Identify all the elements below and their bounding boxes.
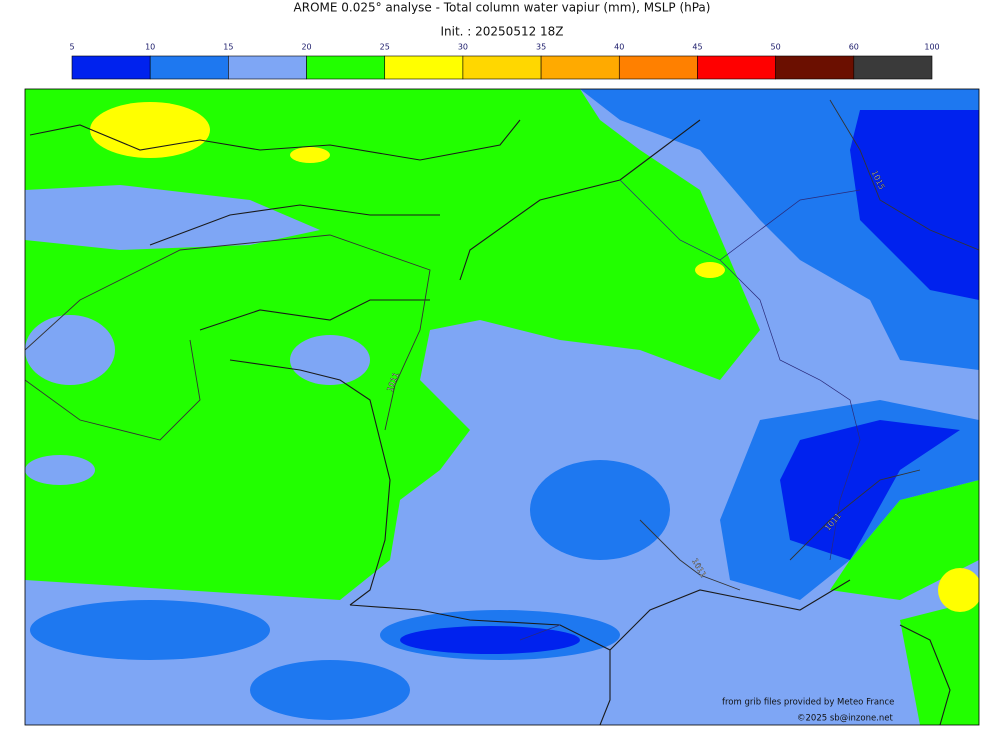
colorbar-segment xyxy=(618,55,698,80)
colorbar-label: 45 xyxy=(692,43,702,52)
field-channel xyxy=(25,185,320,250)
field-darkblue xyxy=(850,110,979,300)
credit: from grib files provided by Meteo France xyxy=(722,698,894,708)
colorbar-label: 10 xyxy=(145,43,155,52)
colorbar-label: 5 xyxy=(69,43,74,52)
field-blue xyxy=(30,600,270,660)
colorbar-segment xyxy=(462,55,542,80)
colorbar-label: 25 xyxy=(380,43,390,52)
field-yellow xyxy=(938,568,979,612)
field-blue xyxy=(250,660,410,720)
field-patch xyxy=(25,315,115,385)
colorbar-label: 35 xyxy=(536,43,546,52)
title: AROME 0.025° analyse - Total column wate… xyxy=(294,1,711,15)
isobar xyxy=(25,234,431,441)
colorbar-segment xyxy=(71,55,151,80)
colorbar-segment xyxy=(853,55,933,80)
field-yellow xyxy=(695,262,725,278)
field-darkblue xyxy=(400,626,580,654)
colorbar-segment xyxy=(697,55,776,80)
map-frame xyxy=(24,88,980,726)
colorbar: 5 10 15 20 25 30 35 40 45 50 60 100 xyxy=(69,43,940,80)
colorbar-segment xyxy=(149,55,229,80)
colorbar-label: 40 xyxy=(614,43,624,52)
colorbar-label: 100 xyxy=(924,43,939,52)
colorbar-label: 30 xyxy=(458,43,468,52)
colorbar-label: 60 xyxy=(849,43,859,52)
colorbar-segment xyxy=(384,55,464,80)
borders xyxy=(519,179,861,641)
map: 1015 1011 1011 1011 from grib files prov… xyxy=(25,89,979,725)
colorbar-label: 50 xyxy=(771,43,781,52)
colorbar-segment xyxy=(228,55,307,80)
field-yellow xyxy=(90,102,210,158)
colorbar-segment xyxy=(540,55,620,80)
isobar xyxy=(829,99,979,251)
colorbar-segment xyxy=(775,55,855,80)
isobar xyxy=(639,469,921,591)
credit: ©2025 sb@inzone.net xyxy=(797,714,894,724)
field-patch xyxy=(25,455,95,485)
field-yellow xyxy=(290,147,330,163)
colorbar-label: 15 xyxy=(223,43,233,52)
field-blue xyxy=(530,460,670,560)
field-green xyxy=(830,480,979,600)
init-time: Init. : 20250512 18Z xyxy=(440,25,563,39)
colorbar-label: 20 xyxy=(301,43,311,52)
colorbar-segment xyxy=(306,55,386,80)
